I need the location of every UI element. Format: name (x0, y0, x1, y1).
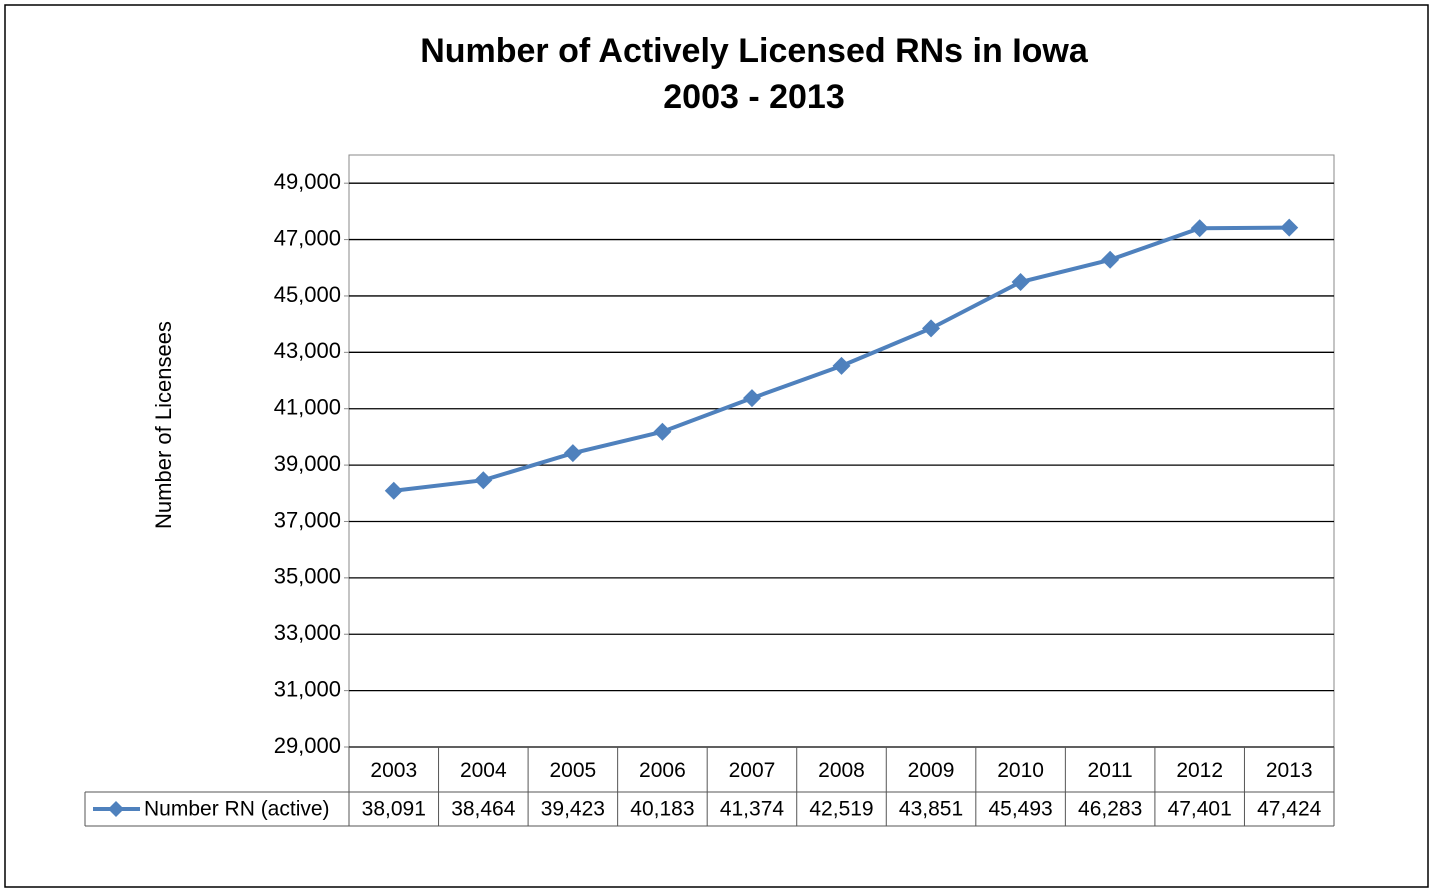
y-tick-label: 37,000 (274, 507, 341, 532)
x-tick-label: 2004 (460, 759, 507, 782)
x-tick-label: 2006 (639, 759, 686, 782)
data-point (384, 481, 403, 500)
data-label: 42,519 (809, 798, 873, 821)
data-label: 39,423 (541, 798, 605, 821)
data-point (1101, 250, 1120, 269)
x-tick-label: 2003 (370, 759, 417, 782)
data-point (742, 389, 761, 408)
data-point (563, 444, 582, 463)
data-label: 47,424 (1257, 798, 1322, 821)
x-tick-label: 2007 (729, 759, 776, 782)
data-point (922, 319, 941, 338)
data-point (1190, 219, 1209, 238)
y-axis-label: Number of Licensees (151, 321, 176, 529)
data-point (653, 422, 672, 441)
data-label: 46,283 (1078, 798, 1142, 821)
x-tick-label: 2005 (550, 759, 597, 782)
chart-subtitle: 2003 - 2013 (663, 78, 845, 116)
data-label: 40,183 (630, 798, 694, 821)
y-tick-label: 45,000 (274, 282, 341, 307)
x-tick-label: 2009 (908, 759, 955, 782)
x-tick-label: 2011 (1088, 759, 1133, 782)
data-point (474, 471, 493, 490)
data-label: 47,401 (1168, 798, 1232, 821)
legend-label: Number RN (active) (144, 798, 330, 821)
y-tick-label: 41,000 (274, 395, 341, 420)
y-tick-label: 31,000 (274, 676, 341, 701)
x-tick-label: 2008 (818, 759, 865, 782)
y-tick-label: 33,000 (274, 620, 341, 645)
y-tick-label: 39,000 (274, 451, 341, 476)
data-label: 38,464 (451, 798, 516, 821)
chart-border (4, 4, 1429, 888)
legend-marker (108, 801, 124, 817)
x-tick-label: 2010 (997, 759, 1044, 782)
data-label: 43,851 (899, 798, 963, 821)
y-tick-label: 29,000 (274, 733, 341, 758)
data-label: 38,091 (362, 798, 426, 821)
x-tick-label: 2013 (1266, 759, 1313, 782)
data-label: 41,374 (720, 798, 785, 821)
x-tick-label: 2012 (1176, 759, 1223, 782)
y-tick-label: 49,000 (274, 169, 341, 194)
y-tick-label: 47,000 (274, 225, 341, 250)
y-tick-label: 35,000 (274, 564, 341, 589)
chart-title: Number of Actively Licensed RNs in Iowa (420, 32, 1089, 70)
data-label: 45,493 (988, 798, 1052, 821)
data-point (1011, 273, 1030, 292)
y-tick-label: 43,000 (274, 338, 341, 363)
data-point (832, 356, 851, 375)
data-point (1280, 218, 1299, 237)
